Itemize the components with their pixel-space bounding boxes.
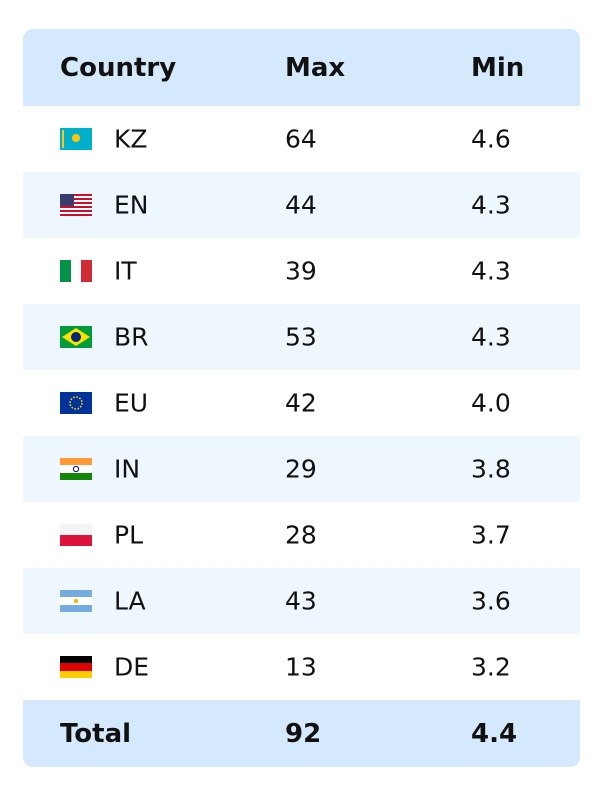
min-value: 3.8 [471, 454, 511, 484]
country-code: EN [114, 190, 149, 220]
min-value: 4.6 [471, 124, 511, 154]
min-value: 4.3 [471, 190, 511, 220]
min-value: 3.2 [471, 652, 511, 682]
max-value: 53 [285, 322, 317, 352]
footer-cell: Total [60, 718, 132, 749]
country-code: IT [114, 256, 137, 286]
flag [60, 260, 92, 282]
footer-cell: 4.4 [471, 718, 518, 749]
min-value: 3.7 [471, 520, 511, 550]
max-value: 39 [285, 256, 317, 286]
flag [60, 524, 92, 546]
min-value: 4.3 [471, 256, 511, 286]
footer-row: Total 92 4.4 [23, 700, 580, 767]
max-value: 64 [285, 124, 317, 154]
table: Country Max Min KZ 64 4.6 EN 44 4.3 IT 3… [23, 29, 580, 767]
row: PL 28 3.7 [23, 502, 580, 568]
max-value: 42 [285, 388, 317, 418]
flag [60, 656, 92, 678]
flag [60, 458, 92, 480]
country-code: EU [114, 388, 149, 418]
row: LA 43 3.6 [23, 568, 580, 634]
country-code: LA [114, 586, 146, 616]
flag [60, 590, 92, 612]
header-cell: Max [285, 52, 346, 83]
country-code: BR [114, 322, 149, 352]
row: IN 29 3.8 [23, 436, 580, 502]
max-value: 28 [285, 520, 317, 550]
country-code: PL [114, 520, 144, 550]
row: EN 44 4.3 [23, 172, 580, 238]
row: EU 42 4.0 [23, 370, 580, 436]
min-value: 4.0 [471, 388, 511, 418]
flag [60, 326, 92, 348]
footer-cell: 92 [285, 718, 322, 749]
header-cell: Country [60, 52, 177, 83]
flag [60, 128, 92, 150]
country-code: DE [114, 652, 150, 682]
max-value: 13 [285, 652, 317, 682]
row: BR 53 4.3 [23, 304, 580, 370]
header-cell: Min [471, 52, 525, 83]
row: IT 39 4.3 [23, 238, 580, 304]
flag [60, 194, 92, 216]
max-value: 44 [285, 190, 317, 220]
header-row: Country Max Min [23, 29, 580, 106]
max-value: 43 [285, 586, 317, 616]
flag [60, 392, 92, 414]
min-value: 4.3 [471, 322, 511, 352]
row: KZ 64 4.6 [23, 106, 580, 172]
min-value: 3.6 [471, 586, 511, 616]
country-code: KZ [114, 124, 148, 154]
country-code: IN [114, 454, 141, 484]
row: DE 13 3.2 [23, 634, 580, 700]
max-value: 29 [285, 454, 317, 484]
